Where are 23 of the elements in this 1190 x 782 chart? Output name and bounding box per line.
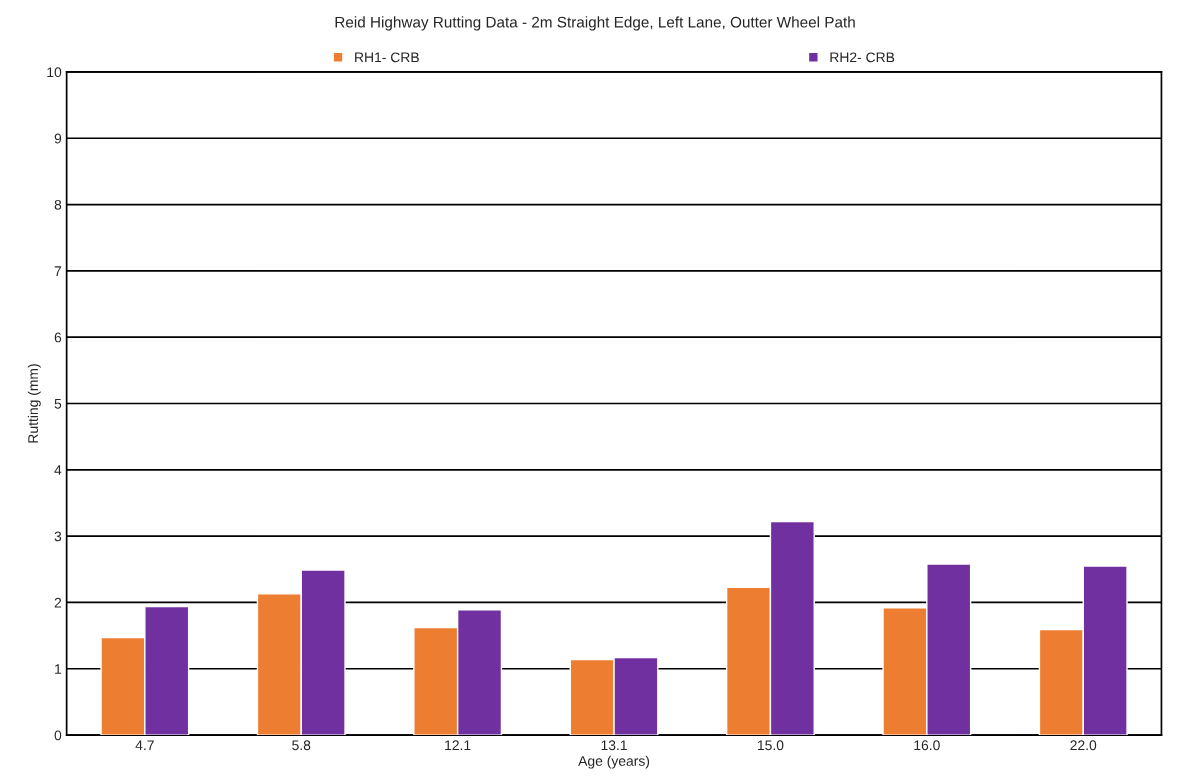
- x-tick-label: 16.0: [914, 740, 940, 751]
- x-tick-label: 4.7: [135, 740, 154, 751]
- y-tick-label: 3: [54, 531, 62, 542]
- legend-label: RH2- CRB: [830, 52, 895, 63]
- x-tick-label: 13.1: [601, 740, 627, 751]
- x-tick-label: 22.0: [1070, 740, 1097, 751]
- y-tick-label: 4: [54, 465, 62, 475]
- y-tick-label: 2: [54, 597, 62, 608]
- y-tick-label: 8: [54, 199, 62, 210]
- chart-title: Reid Highway Rutting Data - 2m Straight Edge, Left Lane, Outter Wheel Path: [335, 16, 855, 31]
- y-tick-label: 1: [55, 664, 62, 674]
- y-tick-label: 7: [54, 266, 62, 276]
- x-axis-title: Age (years): [578, 755, 650, 769]
- x-tick-label: 15.0: [757, 740, 784, 751]
- y-tick-label: 9: [54, 133, 62, 144]
- y-axis-title: Rutting (mm): [27, 364, 41, 443]
- y-tick-label: 6: [54, 332, 62, 343]
- y-tick-label: 10: [47, 67, 62, 78]
- legend-label: RH1- CRB: [355, 52, 419, 63]
- x-tick-label: 5.8: [292, 740, 311, 751]
- y-tick-label: 5: [54, 398, 62, 409]
- x-tick-label: 12.1: [445, 740, 471, 751]
- y-tick-label: 0: [54, 730, 62, 741]
